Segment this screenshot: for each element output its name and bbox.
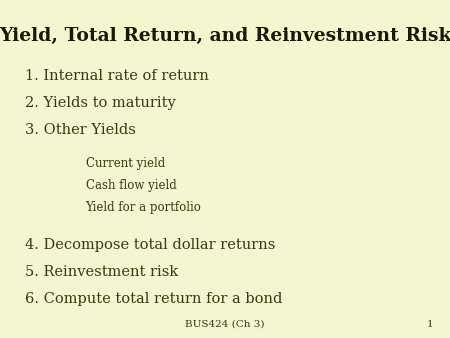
- Text: Current yield: Current yield: [86, 158, 165, 170]
- Text: BUS424 (Ch 3): BUS424 (Ch 3): [185, 319, 265, 329]
- Text: Cash flow yield: Cash flow yield: [86, 179, 176, 192]
- Text: 1. Internal rate of return: 1. Internal rate of return: [25, 69, 209, 83]
- Text: 4. Decompose total dollar returns: 4. Decompose total dollar returns: [25, 238, 275, 252]
- Text: Yield for a portfolio: Yield for a portfolio: [86, 201, 202, 214]
- Text: 2. Yields to maturity: 2. Yields to maturity: [25, 96, 176, 110]
- Text: Yield, Total Return, and Reinvestment Risk: Yield, Total Return, and Reinvestment Ri…: [0, 26, 450, 45]
- Text: 6. Compute total return for a bond: 6. Compute total return for a bond: [25, 292, 282, 306]
- Text: 5. Reinvestment risk: 5. Reinvestment risk: [25, 265, 178, 279]
- Text: 1: 1: [427, 319, 433, 329]
- Text: 3. Other Yields: 3. Other Yields: [25, 123, 135, 137]
